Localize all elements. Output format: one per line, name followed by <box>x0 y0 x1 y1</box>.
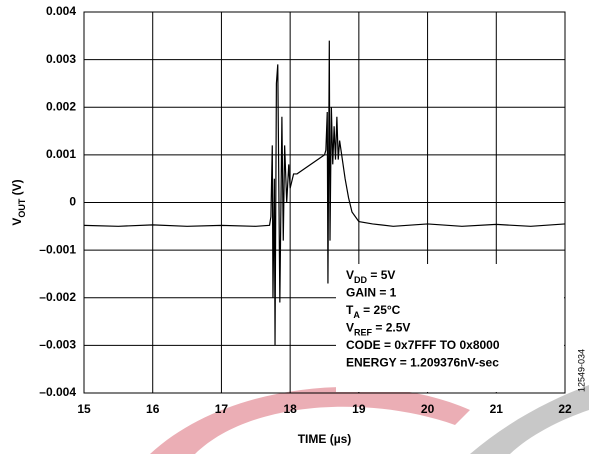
annotation-part: DD <box>354 275 367 285</box>
x-tick-label: 15 <box>77 402 91 416</box>
x-tick-label: 20 <box>421 402 435 416</box>
annotation: VREF = 2.5V <box>346 321 410 338</box>
annotation-part: V <box>346 268 354 282</box>
watermark-gray <box>470 385 589 454</box>
watermark-red <box>150 386 470 454</box>
y-tick-label: –0.003 <box>39 338 76 352</box>
x-tick-label: 16 <box>146 402 160 416</box>
labels: 0.004 0.003 0.002 0.001 0 –0.001 –0.002 –0.003 –… <box>10 4 586 446</box>
y-tick-label: 0.001 <box>46 147 76 161</box>
x-tick-label: 22 <box>558 402 572 416</box>
annotation-part: GAIN = 1 <box>346 286 397 300</box>
annotation-part: A <box>353 310 360 320</box>
annotation-part: = 5V <box>367 268 395 282</box>
y-tick-label: –0.002 <box>39 290 76 304</box>
y-tick-label: 0 <box>69 195 76 209</box>
x-axis-label: TIME (µs) <box>298 432 352 446</box>
annotation-part: ENERGY = 1.209376nV-sec <box>346 356 499 370</box>
annotation: GAIN = 1 <box>346 286 397 300</box>
y-axis-label: VOUT (V) <box>10 179 27 225</box>
y-tick-label: –0.004 <box>39 385 76 399</box>
x-tick-label: 21 <box>490 402 504 416</box>
annotation: CODE = 0x7FFF TO 0x8000 <box>346 338 500 352</box>
annotation-part: REF <box>354 328 373 338</box>
annotation-part: CODE = 0x7FFF TO 0x8000 <box>346 338 500 352</box>
annotation-part: V <box>346 321 354 335</box>
side-label: 12549-034 <box>576 349 586 392</box>
y-tick-label: 0.004 <box>46 4 76 18</box>
y-axis-label-part: V <box>10 218 24 226</box>
annotation: VDD = 5V <box>346 268 395 285</box>
y-tick-label: –0.001 <box>39 242 76 256</box>
annotation: TA = 25°C <box>346 303 401 320</box>
annotation: ENERGY = 1.209376nV-sec <box>346 356 499 370</box>
annotation-part: T <box>346 303 354 317</box>
x-tick-label: 17 <box>215 402 229 416</box>
annotation-part: = 25°C <box>360 303 401 317</box>
marks <box>83 40 566 346</box>
annotation-part: = 2.5V <box>372 321 410 335</box>
x-tick-label: 19 <box>352 402 366 416</box>
y-tick-label: 0.003 <box>46 52 76 66</box>
annotation-box <box>336 264 564 392</box>
x-tick-label: 18 <box>283 402 297 416</box>
line <box>83 40 566 346</box>
y-axis-label-part: OUT <box>17 198 27 218</box>
plot-frame <box>83 11 566 394</box>
y-axis-label-part: (V) <box>10 179 24 198</box>
y-tick-label: 0.002 <box>46 99 76 113</box>
